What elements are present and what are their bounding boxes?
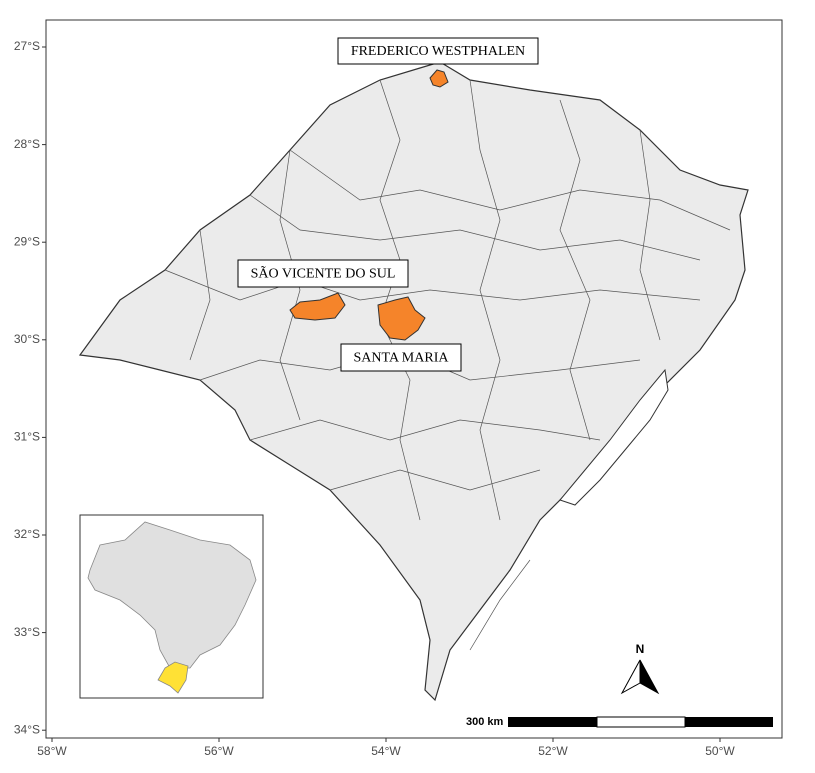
x-tick-label: 56°W (204, 744, 234, 758)
highlighted-state (157, 661, 189, 694)
y-tick-label: 32°S (14, 527, 40, 541)
place-label: SÃO VICENTE DO SUL (251, 266, 396, 282)
scale-segment (685, 717, 773, 727)
scale-segment (508, 717, 597, 727)
north-arrow: N (620, 642, 660, 695)
place-label: SANTA MARIA (354, 351, 450, 366)
highlighted-municipality (377, 296, 426, 341)
scale-segment (596, 716, 686, 728)
y-tick-label: 27°S (14, 39, 40, 53)
y-tick-label: 31°S (14, 430, 40, 444)
y-tick-label: 33°S (14, 625, 40, 639)
y-tick-label: 30°S (14, 332, 40, 346)
north-label: N (636, 642, 645, 656)
highlighted-municipality (429, 69, 449, 88)
place-label-box (337, 37, 539, 65)
y-tick-label: 28°S (14, 137, 40, 151)
x-tick-label: 50°W (705, 744, 735, 758)
scale-bar: 300 km (466, 716, 773, 728)
lagoon (559, 368, 669, 506)
north-arrow-right (639, 659, 660, 695)
highlighted-municipality (289, 292, 346, 321)
y-tick-label: 34°S (14, 722, 40, 736)
x-tick-label: 52°W (538, 744, 568, 758)
place-label: FREDERICO WESTPHALEN (351, 44, 525, 59)
state-outline (78, 61, 749, 702)
scale-label: 300 km (466, 716, 504, 728)
inset-map (79, 514, 264, 699)
y-tick-label: 29°S (14, 234, 40, 248)
place-label-box (237, 259, 409, 288)
x-tick-label: 54°W (371, 744, 401, 758)
x-tick-label: 58°W (37, 744, 67, 758)
brazil-outline (87, 521, 257, 669)
place-label-box (340, 343, 462, 372)
